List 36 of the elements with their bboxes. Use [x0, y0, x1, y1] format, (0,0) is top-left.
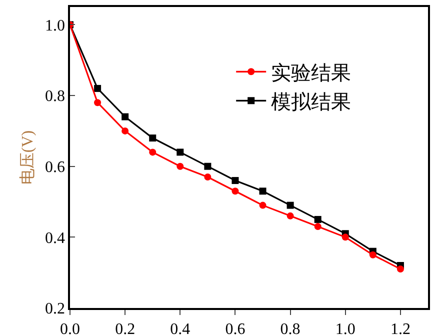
- point: [176, 162, 184, 170]
- point: [259, 202, 266, 209]
- point: [149, 148, 156, 156]
- point: [314, 223, 322, 230]
- point: [149, 134, 156, 142]
- x-tick-label: 0.6: [225, 320, 246, 336]
- x-tick-label: 1.0: [335, 320, 356, 336]
- y-tick-label: 0.8: [45, 88, 66, 106]
- point: [286, 202, 294, 209]
- point: [314, 216, 322, 223]
- x-tick-label: 0.0: [60, 320, 80, 336]
- point: [122, 113, 129, 120]
- point: [232, 188, 239, 195]
- y-tick-label: 0.6: [45, 158, 66, 176]
- point: [342, 234, 349, 241]
- point: [204, 173, 212, 180]
- point: [232, 177, 239, 184]
- point: [369, 251, 376, 258]
- point: [286, 212, 294, 220]
- point: [204, 162, 212, 170]
- x-tick-label: 1.2: [390, 320, 410, 336]
- x-tick-label: 0.2: [115, 320, 136, 336]
- x-tick-label: 0.4: [170, 320, 190, 336]
- y-tick-label: 0.4: [45, 230, 66, 247]
- legend-label: 实验结果: [271, 62, 352, 84]
- legend-label: 模拟结果: [271, 91, 352, 114]
- point: [94, 84, 102, 92]
- point: [259, 188, 266, 195]
- y-tick-label: 0.2: [45, 300, 66, 318]
- y-tick-label: 1.0: [45, 17, 66, 34]
- point: [176, 148, 184, 156]
- point: [94, 99, 102, 106]
- y-axis-title: 电压(V): [18, 130, 36, 185]
- point: [122, 127, 129, 134]
- x-tick-label: 0.8: [280, 320, 300, 336]
- point: [396, 266, 404, 273]
